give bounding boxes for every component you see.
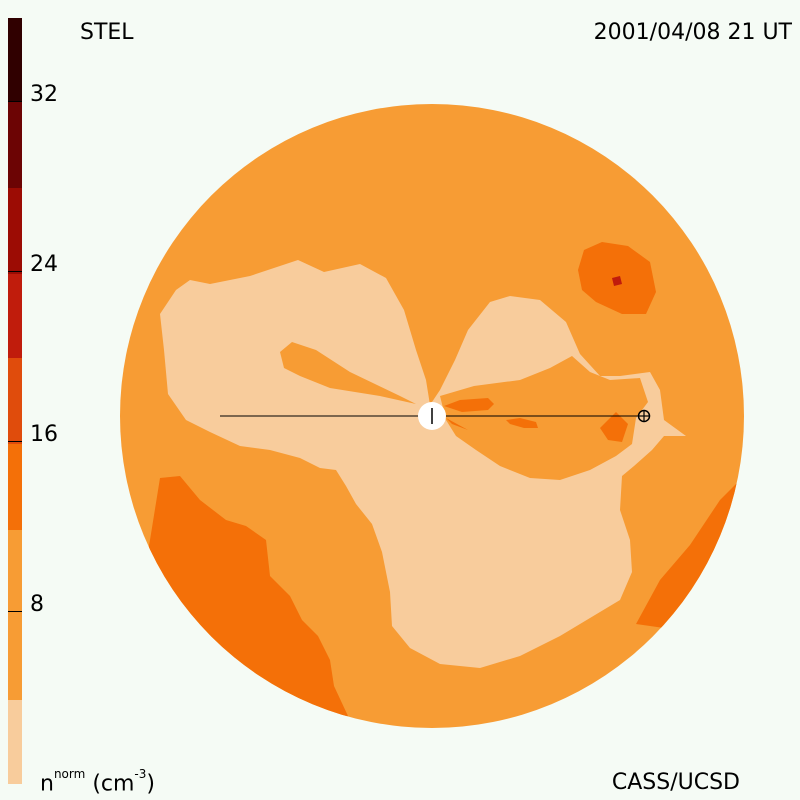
colorbar-tick-16 [8, 441, 22, 442]
units-superscript: norm [53, 767, 86, 781]
colorbar-tick-8 [8, 611, 22, 612]
region-high-mid-streak [506, 418, 538, 428]
region-high-center-spike [446, 418, 468, 430]
earth-marker-icon [637, 409, 651, 423]
colorbar-band-5 [8, 274, 22, 358]
region-high-near-earth [600, 412, 628, 442]
sun-marker-icon [418, 402, 446, 430]
source-label: STEL [80, 20, 134, 45]
colorbar [8, 18, 22, 784]
colorbar-tick-label-8: 8 [30, 592, 44, 617]
timestamp-label: 2001/04/08 21 UT [593, 20, 792, 45]
credit-label: CASS/UCSD [611, 770, 740, 795]
colorbar-tick-24 [8, 271, 22, 272]
units-unit: (cm [92, 771, 135, 797]
colorbar-tick-32 [8, 101, 22, 102]
colorbar-band-3 [8, 444, 22, 530]
colorbar-band-7 [8, 102, 22, 188]
units-symbol: n [40, 771, 54, 797]
colorbar-band-8 [8, 18, 22, 102]
colorbar-band-6 [8, 188, 22, 274]
colorbar-tick-label-24: 24 [30, 252, 58, 277]
region-mid-left-streak [280, 342, 416, 404]
units-unit-exponent: -3 [134, 767, 147, 781]
region-high-center-streak [444, 398, 494, 412]
colorbar-band-1 [8, 700, 22, 784]
units-close: ) [146, 771, 155, 797]
region-mid-right-band [440, 356, 648, 480]
colorbar-band-2 [8, 530, 22, 700]
units-label: nnorm (cm-3) [40, 768, 155, 797]
colorbar-tick-label-16: 16 [30, 422, 58, 447]
colorbar-tick-label-32: 32 [30, 82, 58, 107]
region-peak-upper-right [612, 276, 622, 286]
colorbar-band-4 [8, 358, 22, 444]
